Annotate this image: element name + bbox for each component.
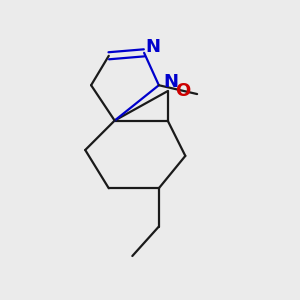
- Text: O: O: [175, 82, 190, 100]
- Text: N: N: [163, 73, 178, 91]
- Text: N: N: [146, 38, 160, 56]
